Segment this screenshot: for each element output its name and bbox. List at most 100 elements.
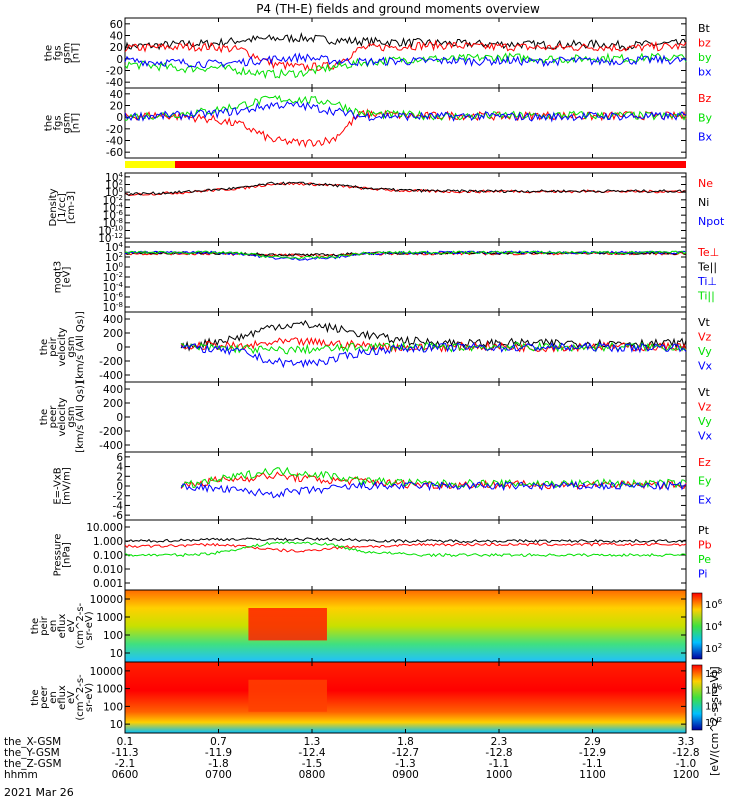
ephemeris-value: 1200 [673, 769, 700, 781]
colorbar-tick-label: 104 [705, 620, 723, 633]
ephemeris-value: -12.8 [485, 747, 512, 759]
ephemeris-value: 0900 [392, 769, 419, 781]
ephemeris-value: 3.3 [678, 736, 695, 748]
y-tick-label: 10000 [90, 666, 123, 678]
y-axis-label-line: [eV] [62, 267, 73, 288]
y-axis-label-line: [km/s (All Qs)] [75, 311, 86, 383]
legend-bx: Bx [698, 131, 713, 144]
series-line-bx [124, 100, 687, 123]
series-line-pt [124, 537, 687, 544]
y-tick-label: 60 [110, 19, 123, 31]
ephemeris-value: 1.8 [397, 736, 414, 748]
legend-vy: Vy [698, 415, 712, 428]
y-tick-label: 400 [103, 314, 123, 326]
y-tick-label: -20 [106, 124, 123, 136]
ephemeris-table: the_X-GSMthe_Y-GSMthe_Z-GSMhhmm0.1-11.3-… [4, 736, 700, 781]
legend-bz: bz [698, 37, 711, 50]
y-axis-label: E=-VxB[mV/m] [53, 467, 73, 505]
panel-frame [124, 17, 687, 89]
plot-date: 2021 Mar 26 [4, 786, 74, 799]
y-tick-label: 10-8 [103, 301, 123, 314]
ephemeris-value: -1.5 [302, 758, 323, 770]
ephemeris-value: 2.9 [584, 736, 601, 748]
y-axis-label-line: gsm [62, 112, 73, 133]
y-tick-label: -40 [106, 77, 123, 89]
y-axis-label-line: Pressure [53, 534, 64, 577]
colorbar-tick-label: 102 [705, 642, 722, 655]
panel-3: 10410210010-210-410-610-810-1010-12Densi… [48, 171, 725, 245]
ephemeris-value: 0.7 [210, 736, 227, 748]
y-tick-label: 10 [110, 648, 123, 660]
legend-bx: bx [698, 66, 712, 79]
y-axis-label: Density[1/cc][cm-3] [48, 188, 77, 226]
series-line-bt [124, 31, 687, 52]
y-axis-label-line: fgs [53, 115, 64, 130]
panel-10: 10810610410210000100010010thepeereneflux… [30, 661, 723, 734]
series-line-pe [124, 540, 687, 558]
y-axis-label-line: peer [39, 685, 50, 709]
mode-bar-fast [175, 161, 686, 168]
legend-bz: Bz [698, 92, 712, 105]
legend-vt: Vt [698, 386, 711, 399]
y-tick-label: 10.000 [86, 522, 123, 534]
series-line-bz [124, 39, 687, 72]
panel-frame [124, 87, 687, 159]
ephemeris-label: hhmm [4, 769, 38, 781]
y-tick-label: -60 [106, 147, 123, 159]
ephemeris-value: -1.1 [582, 758, 603, 770]
y-axis-label-line: E=-VxB [53, 467, 64, 504]
y-axis-label: Pressure[nPa] [53, 534, 73, 577]
y-tick-label: 1000 [96, 612, 123, 624]
legend-by: By [698, 111, 713, 124]
y-axis-label-line: sr-eV) [84, 611, 95, 640]
ephemeris-value: 1.3 [304, 736, 321, 748]
y-axis-label-line: [1/cc] [57, 193, 68, 222]
ephemeris-value: 1000 [486, 769, 513, 781]
y-axis-label-line: peir [39, 615, 50, 635]
series-line-pb [124, 542, 687, 553]
y-tick-label: 100 [103, 701, 123, 713]
y-axis-label-line: the [30, 618, 41, 634]
y-axis-label-line: eflux [57, 685, 68, 710]
y-tick-label: -400 [99, 440, 123, 452]
legend-ex: Ex [698, 493, 712, 506]
y-axis-label-line: [nPa] [62, 542, 73, 568]
ephemeris-value: -1.3 [395, 758, 416, 770]
y-axis-label-line: en [48, 691, 59, 704]
y-axis-label-line: en [48, 620, 59, 633]
y-axis-label-line: the [39, 409, 50, 425]
panel-4: 10410210010-210-410-610-8moqt3[eV]Te⊥Te|… [53, 241, 720, 314]
y-tick-label: 1.000 [93, 536, 123, 548]
y-axis-label-line: [cm-3] [66, 191, 77, 224]
y-axis-label-line: eflux [57, 614, 68, 639]
y-tick-label: 0 [116, 54, 123, 66]
y-tick-label: 0.001 [93, 578, 123, 590]
y-axis-label: moqt3[eV] [53, 261, 73, 294]
y-axis-label-line: Density [48, 188, 59, 226]
y-tick-label: 4 [116, 462, 123, 474]
colorbar [691, 592, 703, 660]
legend-pe: Pe [698, 553, 711, 566]
legend-ez: Ez [698, 456, 711, 469]
y-axis-label-line: the [30, 689, 41, 705]
y-axis-label-line: the [44, 115, 55, 131]
ephemeris-value: -1.8 [208, 758, 229, 770]
y-tick-label: 20 [110, 42, 123, 54]
y-tick-label: 0 [116, 342, 123, 354]
y-tick-label: -20 [106, 66, 123, 78]
colorbar-tick-label: 106 [705, 598, 723, 611]
series-line-ti [124, 250, 687, 260]
y-tick-label: 40 [110, 31, 123, 43]
y-tick-label: -200 [99, 356, 123, 368]
legend-vx: Vx [698, 360, 713, 373]
legend-vz: Vz [698, 401, 712, 414]
y-axis-label-line: [nT] [71, 113, 82, 133]
legend-vx: Vx [698, 430, 713, 443]
